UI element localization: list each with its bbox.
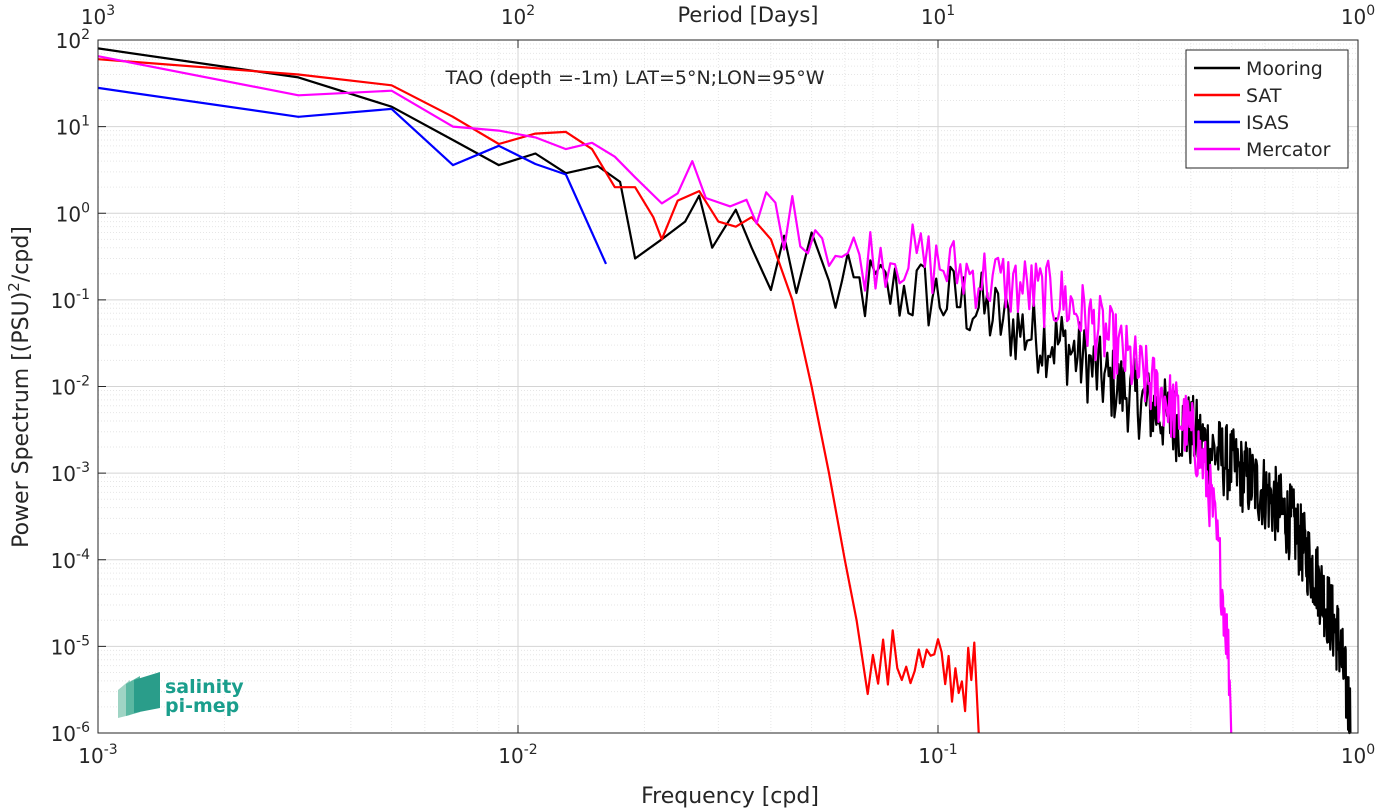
x-tick-label: 10-1 [918, 742, 957, 768]
x-tick-label: 100 [1341, 742, 1375, 768]
y-tick-label: 10-1 [51, 287, 90, 313]
logo-wave-front [134, 672, 160, 713]
legend-label-isas: ISAS [1246, 112, 1289, 134]
x-tick-label: 10-3 [78, 742, 117, 768]
legend: Mooring SAT ISAS Mercator [1185, 49, 1349, 169]
legend-label-mooring: Mooring [1246, 58, 1323, 80]
salinity-pi-mep-logo: salinity pi-mep [118, 672, 244, 718]
y-tick-label: 10-2 [51, 374, 90, 400]
top-axis-label: Period [Days] [678, 3, 819, 27]
x-axis-label: Frequency [cpd] [641, 784, 819, 809]
legend-label-sat: SAT [1246, 85, 1282, 107]
top-tick-label: 101 [921, 3, 955, 29]
logo-text-line1: salinity [165, 676, 244, 698]
y-axis-label-tail: /cpd] [9, 226, 34, 282]
y-tick-label: 10-3 [51, 460, 90, 486]
series-line-sat [97, 58, 980, 734]
y-tick-label: 102 [56, 27, 90, 53]
y-tick-label: 100 [56, 200, 90, 226]
y-tick-label: 10-6 [51, 720, 91, 746]
series-lines [97, 47, 1352, 735]
top-tick-label: 102 [501, 3, 535, 29]
series-line-isas [97, 86, 608, 265]
logo-text-line2: pi-mep [165, 695, 239, 717]
legend-label-mercator: Mercator [1246, 139, 1331, 161]
top-tick-label: 103 [81, 3, 115, 29]
series-line-mercator [97, 55, 1233, 734]
y-tick-label: 10-5 [51, 633, 90, 659]
y-axis-label-sup: 2 [5, 282, 23, 292]
x-tick-label: 10-2 [498, 742, 537, 768]
chart-title: TAO (depth =-1m) LAT=5°N;LON=95°W [444, 67, 824, 89]
series-line-mooring [97, 47, 1352, 735]
top-tick-label: 100 [1341, 3, 1375, 29]
y-axis-label-main: Power Spectrum [(PSU) [9, 292, 34, 548]
y-tick-label: 101 [56, 114, 90, 140]
y-tick-label: 10-4 [51, 547, 91, 573]
y-axis-label: Power Spectrum [(PSU)2/cpd] [5, 226, 34, 548]
